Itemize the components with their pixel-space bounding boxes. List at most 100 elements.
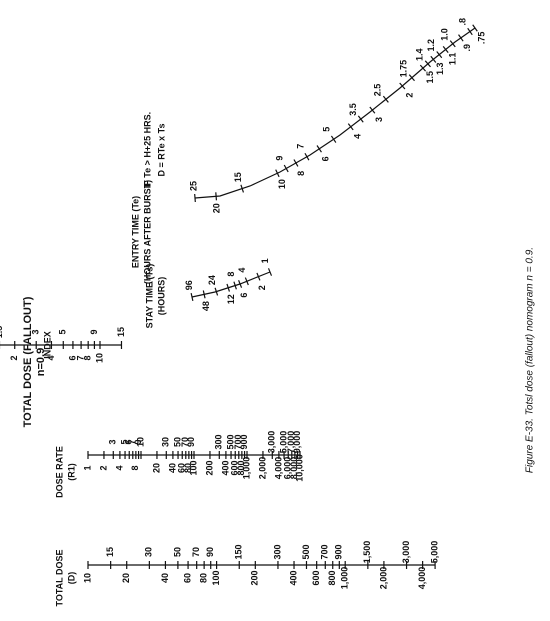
title: TOTAL DOSE (FALLOUT) [22, 296, 34, 427]
tick-mark [304, 152, 310, 161]
tick-label: .8 [457, 18, 467, 26]
tick-label: 5 [321, 127, 331, 132]
tick-label: 2 [98, 465, 108, 470]
tick-label: 800 [236, 460, 246, 475]
tick-label: 60 [182, 573, 192, 583]
tick-label: 1.0 [440, 28, 450, 41]
tick-label: 100 [188, 460, 198, 475]
tick-mark [293, 159, 299, 167]
tick-mark [408, 74, 415, 82]
tick-label: 80 [199, 573, 209, 583]
tick-label: 150 [234, 544, 244, 559]
tick-label: 1.3 [435, 62, 445, 75]
tick-label: 80 [183, 463, 193, 473]
tick-mark [399, 82, 406, 90]
tick-label: 800 [327, 570, 337, 585]
tick-label: 700 [320, 544, 330, 559]
tick-label: 6 [239, 293, 249, 298]
tick-label: 400 [288, 570, 298, 585]
tick-label: 4,000 [273, 457, 283, 480]
tick-label: 1 [260, 258, 270, 263]
tick-label: 8 [226, 272, 236, 277]
tick-label: 10 [277, 179, 287, 189]
tick-label: 1.5 [0, 326, 4, 339]
tick-label: 70 [180, 437, 190, 447]
tick-label: 9 [275, 156, 285, 161]
tick-label: 8,000 [289, 457, 299, 480]
tick-mark [202, 290, 206, 299]
tick-label: 96 [184, 280, 194, 290]
subtitle: n=0.9 [35, 348, 47, 376]
tick-label: 200 [204, 460, 214, 475]
tick-label: 5,000 [278, 431, 288, 454]
tick-label: .75 [476, 32, 486, 45]
tick-mark [467, 27, 473, 36]
tick-label: 10 [82, 573, 92, 583]
tick-mark [275, 169, 280, 178]
tick-label: 1,500 [362, 541, 372, 564]
tick-label: 50 [172, 547, 182, 557]
tick-mark [382, 95, 389, 103]
tick-label: 6 [67, 355, 77, 360]
tick-label: 2 [257, 285, 267, 290]
tick-mark [430, 55, 437, 63]
tick-label: 15 [116, 327, 126, 337]
tick-label: 700 [233, 434, 243, 449]
tick-label: 90 [205, 547, 215, 557]
scale-curve [191, 271, 271, 298]
scale-title: INDEX [42, 331, 52, 359]
tick-label: 40 [160, 573, 170, 583]
tick-label: 4,000 [417, 567, 427, 590]
scale-title: STAY TIME (Ts) [144, 264, 154, 329]
tick-label: 24 [207, 275, 217, 285]
tick-label: 10,000 [294, 454, 304, 482]
tick-label: 6,000 [283, 457, 293, 480]
scale-unit: (HOURS AFTER BURST) [142, 180, 152, 284]
tick-label: 9 [89, 329, 99, 334]
tick-label: 2 [9, 355, 19, 360]
tick-label: 50 [172, 437, 182, 447]
tick-mark [256, 272, 261, 281]
tick-label: 1.5 [425, 71, 435, 84]
tick-label: 1.4 [414, 49, 424, 62]
tick-label: 5,000 [429, 541, 439, 564]
tick-label: 20 [151, 463, 161, 473]
scale-symbol: (R1) [66, 463, 76, 481]
note: D = RTe x Ts [156, 124, 166, 177]
tick-mark [419, 64, 427, 72]
tick-label: 2.5 [373, 84, 383, 97]
tick-mark [226, 283, 230, 292]
tick-label: 1 [82, 465, 92, 470]
tick-label: 1.75 [398, 60, 408, 78]
note: IF Te > H+25 HRS. [142, 112, 152, 188]
tick-mark [369, 106, 376, 114]
tick-label: 9 [133, 439, 143, 444]
tick-mark [215, 192, 218, 201]
scale-curve [194, 27, 476, 199]
caption: Figure E-33. Totsl dose (fallout) nomogr… [525, 247, 536, 473]
tick-label: 90 [186, 437, 196, 447]
tick-label: 15 [233, 172, 243, 182]
tick-mark [472, 24, 478, 32]
tick-label: 100 [211, 570, 221, 585]
tick-label: 6 [124, 439, 134, 444]
tick-label: 20 [211, 203, 221, 213]
tick-mark [244, 277, 249, 286]
tick-label: 4 [237, 268, 247, 273]
scale-unit: (HOURS) [156, 277, 166, 316]
tick-label: 3.5 [348, 103, 358, 116]
tick-label: 7 [295, 144, 305, 149]
tick-label: 8 [83, 355, 93, 360]
tick-label: 300 [272, 544, 282, 559]
tick-label: 3,000 [267, 431, 277, 454]
tick-mark [436, 51, 443, 59]
tick-label: 2,000 [257, 457, 267, 480]
tick-label: 60 [177, 463, 187, 473]
tick-label: .9 [462, 44, 472, 52]
tick-label: 8 [296, 171, 306, 176]
tick-mark [194, 193, 196, 203]
tick-label: 10 [135, 437, 145, 447]
tick-label: 3 [31, 329, 41, 334]
tick-mark [233, 281, 237, 290]
